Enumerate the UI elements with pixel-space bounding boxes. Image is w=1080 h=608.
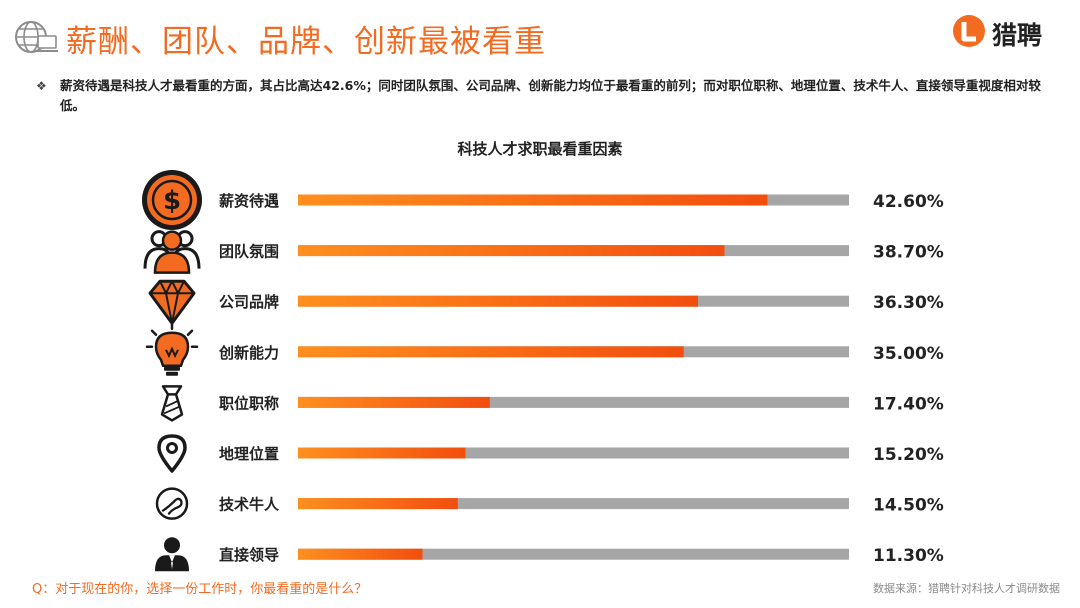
value-label: 38.70%: [873, 243, 944, 263]
chart-title: 科技人才求职最看重因素: [457, 140, 623, 158]
value-label: 42.60%: [873, 192, 944, 212]
category-label: 公司品牌: [219, 293, 279, 311]
value-label: 36.30%: [873, 293, 944, 313]
leader-person-icon: [155, 537, 189, 572]
bar: [298, 447, 466, 459]
bar: [298, 245, 725, 257]
necktie-icon: [160, 385, 184, 422]
bar: [298, 548, 423, 560]
bar-chart: $ 薪资待遇 42.60% 团队氛围 38.70% 公司品牌 36.30% 创新能力 35.00…: [142, 170, 944, 572]
diamond-icon: [148, 279, 196, 325]
logo-text: 猎聘: [992, 21, 1043, 50]
survey-question: Q：对于现在的你，选择一份工作时，你最看重的是什么？: [32, 582, 368, 597]
location-pin-icon: [157, 434, 187, 473]
bar: [298, 295, 699, 307]
category-label: 地理位置: [219, 445, 279, 463]
bar-track: [298, 498, 849, 510]
team-people-icon: [143, 230, 201, 274]
bar-track: [298, 396, 849, 408]
dollar-coin-icon: $: [142, 170, 202, 230]
value-label: 35.00%: [873, 344, 944, 364]
data-source: 数据来源：猎聘针对科技人才调研数据: [873, 582, 1060, 595]
liepin-logo-icon: [953, 15, 985, 47]
tech-expert-icon: [155, 487, 189, 520]
svg-text:$: $: [163, 186, 181, 216]
bar-track: [298, 447, 849, 459]
value-label: 15.20%: [873, 445, 944, 465]
bar-track: [298, 548, 849, 560]
bar: [298, 396, 490, 408]
value-label: 14.50%: [873, 496, 944, 516]
value-label: 17.40%: [873, 394, 944, 414]
globe-icon: [15, 21, 58, 53]
summary-bullet: ❖ 薪资待遇是科技人才最看重的方面，其占比高达42.6%；同时团队氛围、公司品牌…: [36, 76, 1046, 116]
bar: [298, 194, 768, 206]
value-label: 11.30%: [873, 546, 944, 566]
category-label: 技术牛人: [219, 496, 280, 514]
category-label: 团队氛围: [219, 243, 279, 261]
category-label: 职位职称: [219, 394, 279, 412]
category-label: 创新能力: [218, 344, 279, 362]
lightbulb-icon: [145, 322, 199, 376]
header: 薪酬、团队、品牌、创新最被看重 猎聘: [0, 0, 1080, 70]
bullet-diamond-icon: ❖: [36, 79, 47, 93]
brand-logo: 猎聘: [952, 14, 1062, 50]
bar: [298, 498, 458, 510]
bar: [298, 346, 684, 358]
summary-text: 薪资待遇是科技人才最看重的方面，其占比高达42.6%；同时团队氛围、公司品牌、创…: [60, 78, 1041, 113]
page-title: 薪酬、团队、品牌、创新最被看重: [66, 24, 546, 60]
category-label: 薪资待遇: [219, 192, 279, 210]
category-label: 直接领导: [219, 546, 279, 564]
